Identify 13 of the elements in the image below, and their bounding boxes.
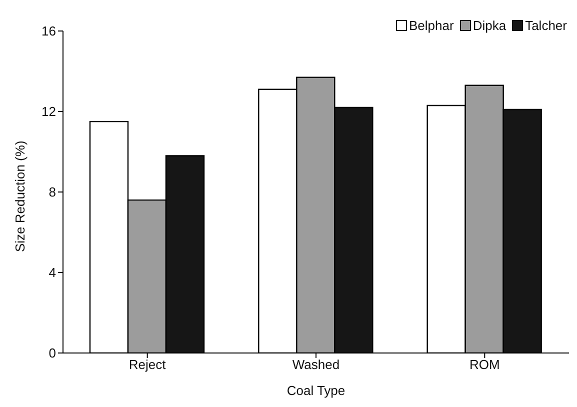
y-tick-label: 16 [42,24,56,39]
y-tick-label: 8 [48,184,56,200]
y-axis-title: Size Reduction (%) [12,140,28,252]
x-tick-label: Washed [292,357,340,372]
legend-label: Talcher [525,18,567,33]
y-tick-label: 4 [48,265,56,280]
legend-label: Belphar [409,18,454,33]
x-tick-label: Reject [128,357,166,372]
x-tick-label: ROM [469,357,500,372]
legend-label: Dipka [472,18,506,33]
y-tick-label: 12 [42,104,56,120]
y-tick-label: 0 [48,346,56,361]
x-axis-title: Coal Type [286,383,346,398]
